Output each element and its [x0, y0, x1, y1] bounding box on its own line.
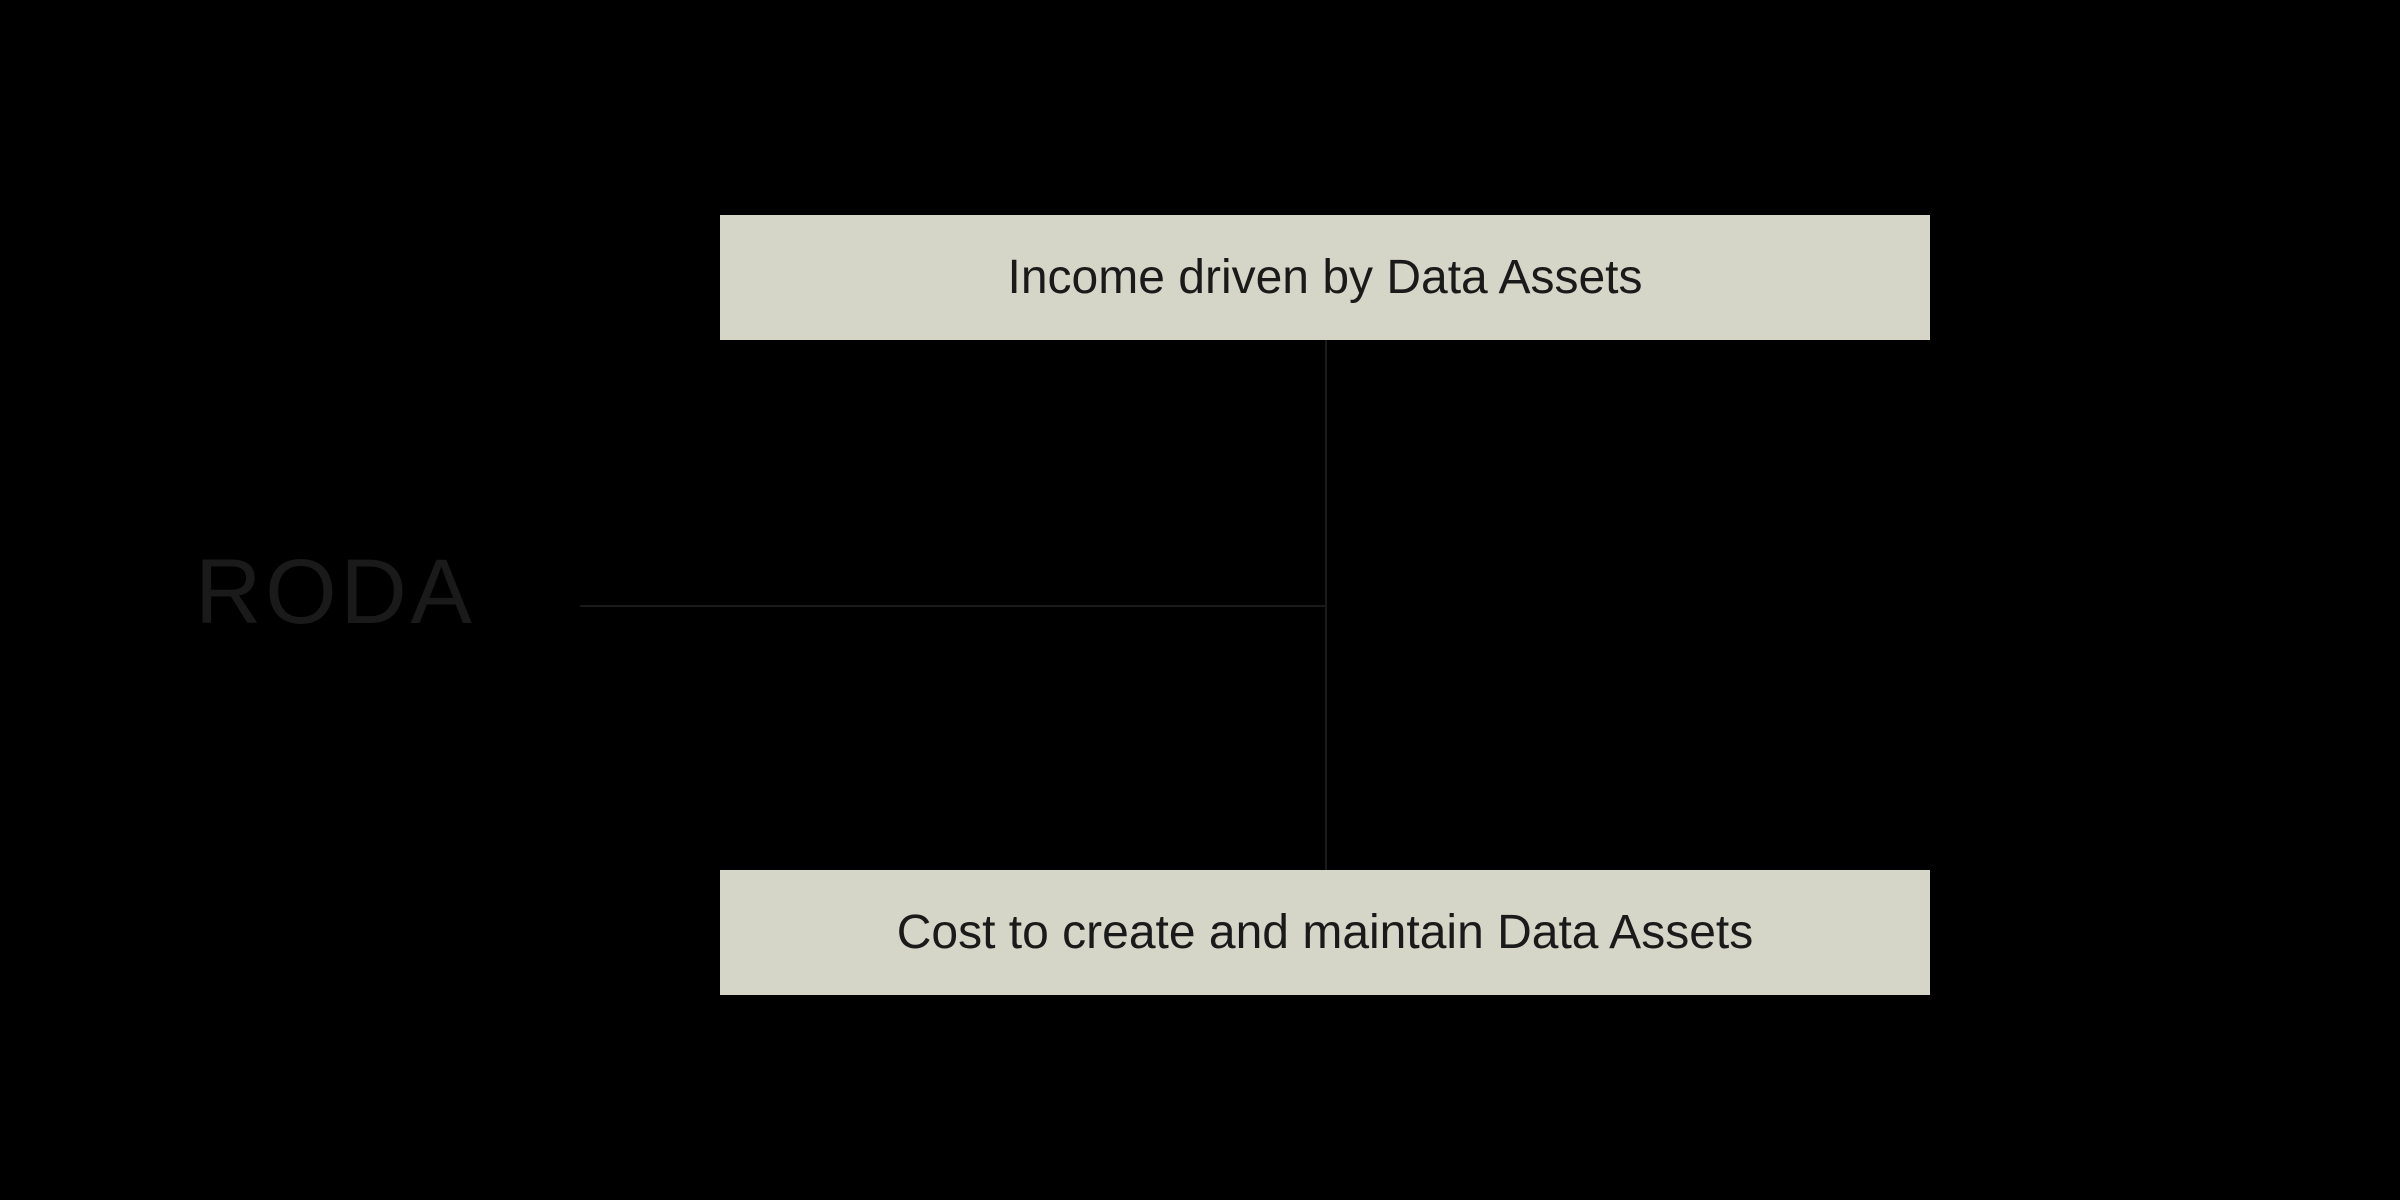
numerator-text: Income driven by Data Assets [1008, 250, 1643, 305]
formula-label: RODA [195, 540, 476, 645]
numerator-box: Income driven by Data Assets [720, 215, 1930, 340]
diagram-canvas: RODA Income driven by Data Assets Cost t… [0, 0, 2400, 1200]
horizontal-connector [580, 605, 1325, 607]
denominator-text: Cost to create and maintain Data Assets [897, 905, 1753, 960]
vertical-connector [1325, 340, 1327, 870]
denominator-box: Cost to create and maintain Data Assets [720, 870, 1930, 995]
